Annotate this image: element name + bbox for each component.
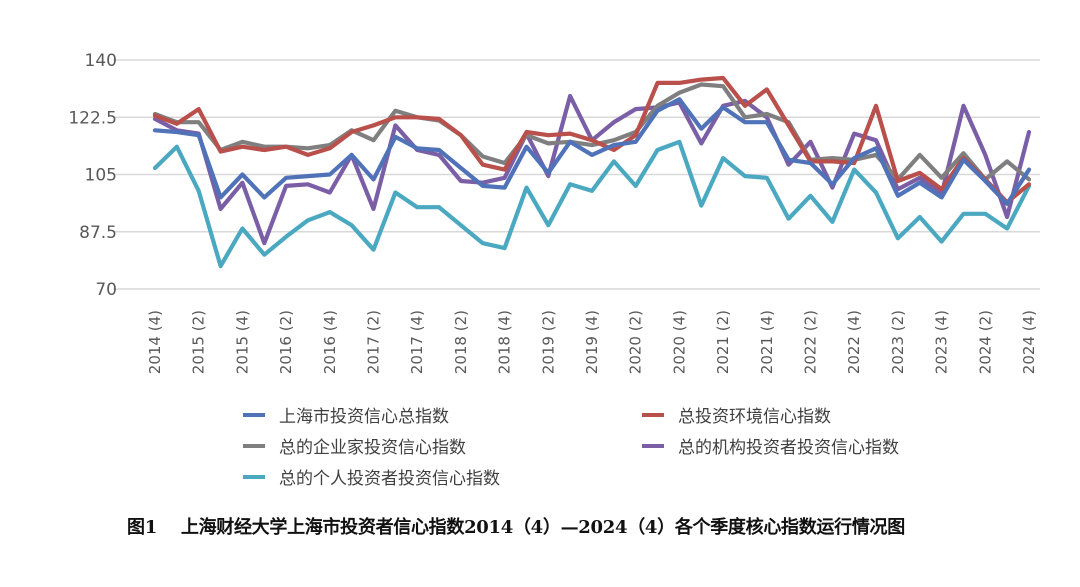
- legend-swatch: [243, 443, 265, 448]
- x-tick-label: 2017 (2): [365, 310, 383, 374]
- x-axis-ticks: 2014 (4) 2015 (2) 2015 (4) 2016 (2) 2016 (4)…: [146, 310, 1038, 374]
- legend-label: 总投资环境信心指数: [678, 407, 831, 427]
- figure-number: 图1: [127, 517, 157, 538]
- x-tick-label: 2023 (2): [889, 310, 907, 374]
- legend-item-environment-index: 总投资环境信心指数: [642, 402, 831, 427]
- x-tick-label: 2018 (2): [452, 310, 470, 374]
- series-line-0: [152, 97, 1032, 206]
- series-lines: [152, 75, 1032, 269]
- legend-item-entrepreneur-index: 总的企业家投资信心指数: [243, 433, 466, 458]
- figure-title: 上海财经大学上海市投资者信心指数2014（4）—2024（4）各个季度核心指数运…: [180, 517, 905, 538]
- figure-caption: 图1 上海财经大学上海市投资者信心指数2014（4）—2024（4）各个季度核心…: [127, 513, 905, 539]
- x-tick-label: 2015 (2): [190, 310, 208, 374]
- series-line-4: [152, 139, 1032, 269]
- y-tick-label: 140: [85, 51, 117, 71]
- x-tick-label: 2022 (2): [802, 310, 820, 374]
- x-tick-label: 2016 (4): [321, 310, 339, 374]
- y-tick-label: 105: [85, 166, 117, 186]
- x-tick-label: 2022 (4): [845, 310, 863, 374]
- series-line-2: [152, 82, 1032, 182]
- x-tick-label: 2018 (4): [496, 310, 514, 374]
- legend-item-individual-index: 总的个人投资者投资信心指数: [243, 464, 500, 489]
- x-tick-label: 2020 (2): [627, 310, 645, 374]
- legend-swatch: [642, 412, 664, 417]
- y-tick-label: 70: [95, 280, 117, 300]
- legend-swatch: [642, 443, 664, 448]
- legend-item-institutional-index: 总的机构投资者投资信心指数: [642, 433, 899, 458]
- x-tick-label: 2021 (4): [758, 310, 776, 374]
- x-tick-label: 2023 (4): [933, 310, 951, 374]
- x-tick-label: 2019 (2): [539, 310, 557, 374]
- y-tick-label: 122.5: [68, 108, 117, 128]
- series-line-3: [152, 93, 1032, 246]
- legend-label: 总的机构投资者投资信心指数: [678, 438, 899, 458]
- x-tick-label: 2016 (2): [277, 310, 295, 374]
- y-axis-ticks: 140 122.5 105 87.5 70: [68, 51, 117, 300]
- x-tick-label: 2024 (4): [1020, 310, 1038, 374]
- legend-label: 上海市投资信心总指数: [279, 407, 449, 427]
- x-tick-label: 2017 (4): [408, 310, 426, 374]
- legend-item-total-index: 上海市投资信心总指数: [243, 402, 449, 427]
- x-tick-label: 2020 (4): [670, 310, 688, 374]
- legend-swatch: [243, 474, 265, 479]
- x-tick-label: 2019 (4): [583, 310, 601, 374]
- legend-label: 总的个人投资者投资信心指数: [279, 469, 500, 489]
- legend-label: 总的企业家投资信心指数: [279, 438, 466, 458]
- series-line-1: [152, 75, 1032, 205]
- legend-swatch: [243, 412, 265, 417]
- y-tick-label: 87.5: [79, 223, 117, 243]
- x-tick-label: 2024 (2): [976, 310, 994, 374]
- x-tick-label: 2015 (4): [233, 310, 251, 374]
- line-chart: 140 122.5 105 87.5 70 2014 (4) 2015 (2) 2015 (…: [68, 51, 1040, 374]
- x-tick-label: 2021 (2): [714, 310, 732, 374]
- x-tick-label: 2014 (4): [146, 310, 164, 374]
